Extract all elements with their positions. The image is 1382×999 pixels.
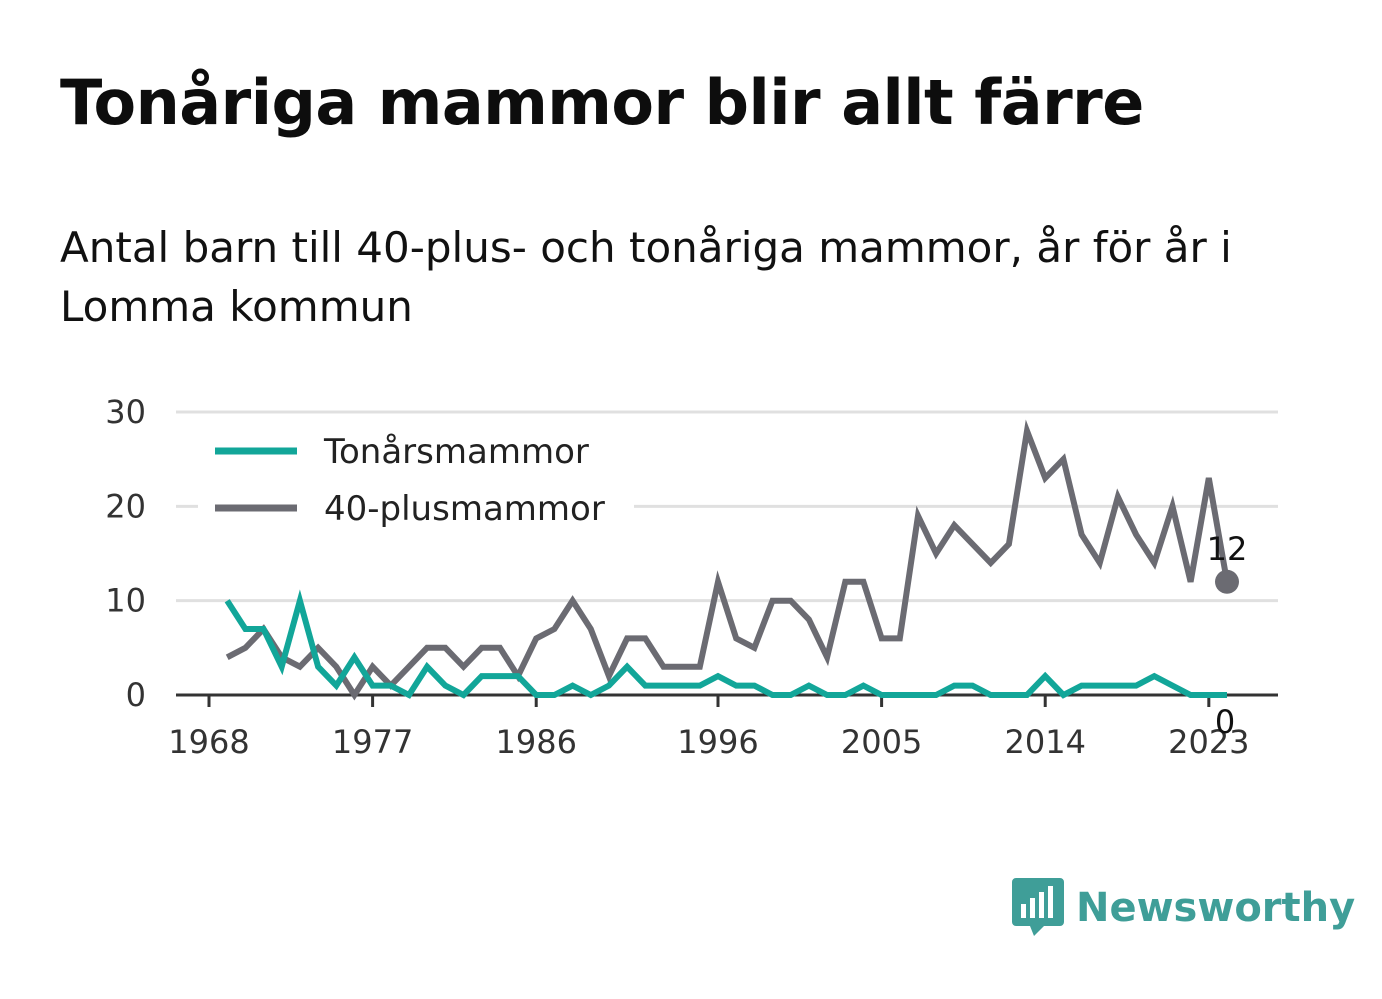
x-tick-label: 2023 (1168, 723, 1249, 761)
y-tick-label: 20 (105, 487, 146, 525)
x-tick-label: 1996 (677, 723, 758, 761)
end-label-tonars: 0 (1215, 703, 1235, 741)
end-point-marker (1215, 569, 1239, 594)
end-label-40-plus: 12 (1207, 530, 1248, 568)
bar-chart-bubble-icon (1012, 878, 1064, 936)
chart-subtitle: Antal barn till 40-plus- och tonåriga ma… (60, 223, 1232, 331)
legend-label: Tonårsmammor (323, 432, 589, 472)
x-tick-label: 2014 (1004, 723, 1085, 761)
x-tick-label: 1986 (495, 723, 576, 761)
y-tick-label: 10 (105, 582, 146, 620)
y-axis-ticks: 0 10 20 30 (105, 393, 146, 714)
legend-label: 40-plusmammor (324, 489, 605, 529)
y-tick-label: 0 (126, 676, 146, 714)
legend: Tonårsmammor 40-plusmammor (198, 424, 634, 546)
chart-title: Tonåriga mammor blir allt färre (60, 66, 1144, 139)
series-line-40-plusmammor (225, 419, 1230, 701)
end-labels: 12 0 (1207, 530, 1248, 741)
series-line-tonarsmammor (224, 589, 1227, 699)
brand-name: Newsworthy (1076, 885, 1356, 931)
x-axis: 1968 1977 1986 1996 2005 2014 2023 (168, 693, 1278, 761)
brand-logo: Newsworthy (1012, 878, 1355, 938)
x-tick-label: 1968 (168, 723, 249, 761)
legend-background (198, 424, 634, 546)
x-tick-label: 2005 (841, 723, 922, 761)
y-tick-label: 30 (105, 393, 146, 431)
x-tick-label: 1977 (332, 723, 413, 761)
series-lines (224, 419, 1239, 701)
